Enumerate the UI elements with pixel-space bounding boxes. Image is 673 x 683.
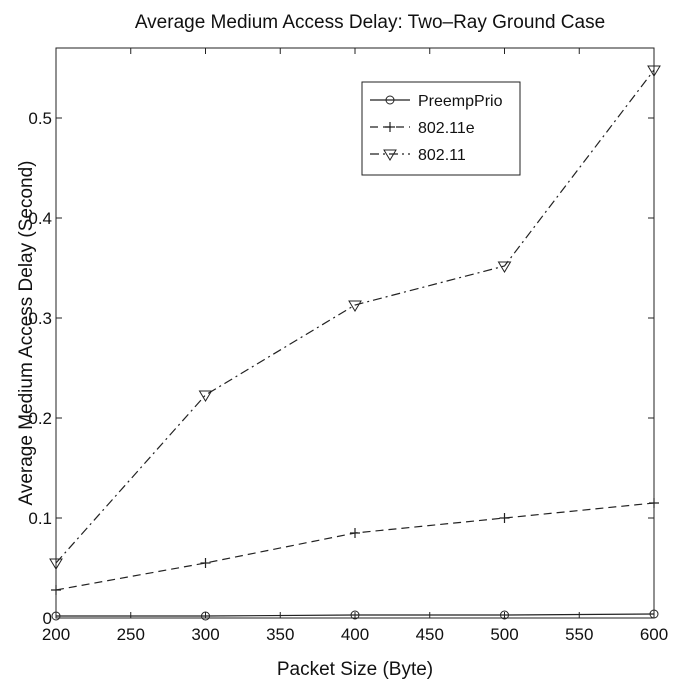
legend-label: 802.11e [418,120,475,137]
data-point [649,609,659,619]
x-tick-label: 350 [266,625,294,644]
legend-marker [385,95,395,105]
data-point [51,585,61,595]
x-tick-label: 400 [341,625,369,644]
data-point [51,611,61,621]
x-tick-label: 200 [42,625,70,644]
data-point [499,513,510,523]
legend: PreempPrio 802.11e 802.11 [361,81,521,176]
series-2 [49,65,661,570]
y-tick-label: 0 [43,609,52,628]
data-point [647,65,661,77]
legend-marker [385,122,395,132]
legend-label: PreempPrio [418,93,503,110]
legend-item: PreempPrio [370,93,503,110]
data-point [348,300,362,312]
series-layer [49,65,661,621]
data-point [201,611,210,621]
data-point [649,498,659,508]
series-1 [51,498,659,595]
x-tick-label: 450 [416,625,444,644]
data-point [200,558,211,568]
y-axis: 0 0.1 0.2 0.3 0.4 0.5 [28,109,654,628]
series-line [56,613,655,617]
y-tick-label: 0.2 [28,409,52,428]
data-point [198,390,213,402]
series-0 [51,609,659,621]
y-tick-label: 0.5 [28,109,52,128]
x-axis-label: Packet Size (Byte) [277,659,433,680]
legend-label: 802.11 [418,147,466,164]
x-tick-label: 300 [191,625,219,644]
data-point [497,261,512,273]
data-point [500,610,509,620]
x-tick-label: 250 [117,625,145,644]
data-point [350,610,360,620]
y-axis-label: Average Medium Access Delay (Second) [16,161,37,506]
x-tick-label: 550 [565,625,593,644]
y-tick-label: 0.1 [28,509,52,528]
y-tick-label: 0.3 [28,309,52,328]
legend-item: 802.11e [370,120,475,137]
data-point [350,528,360,538]
chart-title: Average Medium Access Delay: Two–Ray Gro… [135,12,605,33]
legend-item: 802.11 [370,147,466,164]
legend-box [361,81,521,176]
legend-marker [383,149,397,161]
series-line [55,502,655,591]
data-point [49,558,63,570]
x-tick-label: 600 [640,625,668,644]
x-axis: 200 250 300 350 400 450 500 550 600 [42,48,668,644]
y-tick-label: 0.4 [28,209,52,228]
x-tick-label: 500 [490,625,518,644]
series-line [55,69,655,564]
